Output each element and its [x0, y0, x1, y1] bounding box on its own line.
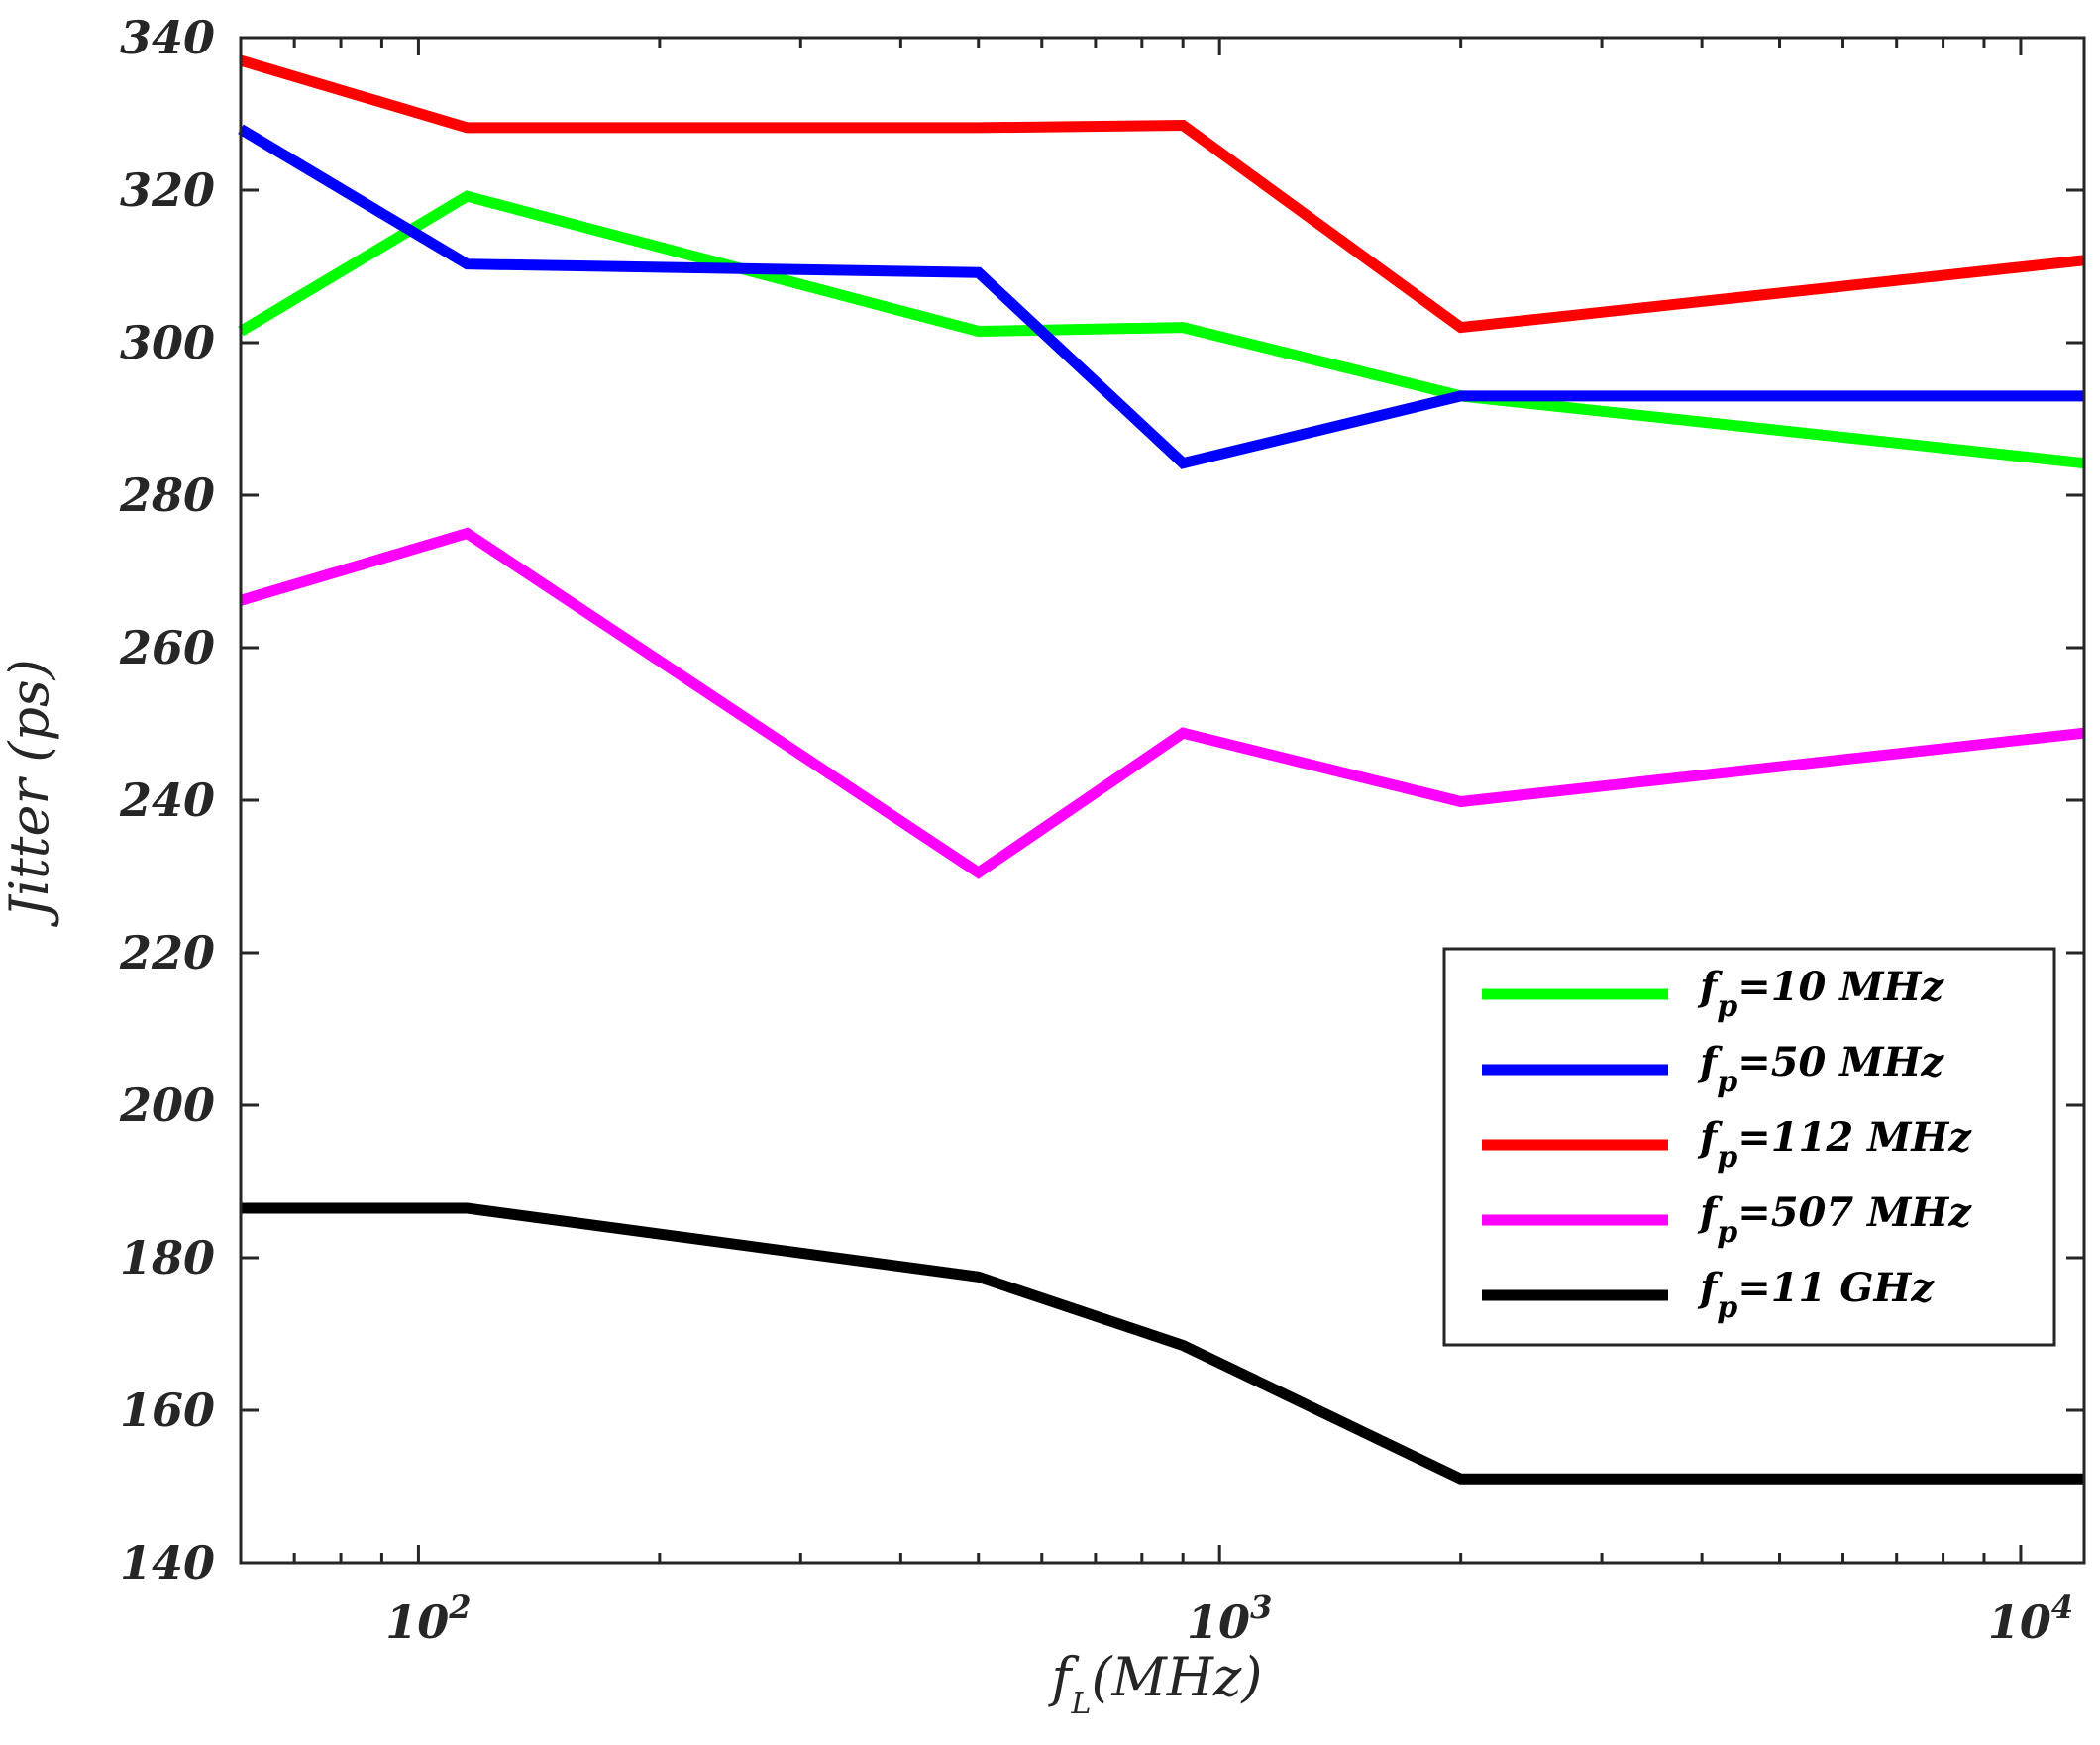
y-tick-label: 140 — [120, 1536, 215, 1590]
x-axis-title: fL(MHz) — [1048, 1646, 1263, 1721]
legend-label-0: fp=10 MHz — [1697, 964, 1944, 1024]
series-layer — [238, 54, 2085, 1485]
x-tick-label: 103 — [1187, 1589, 1272, 1649]
x-tick-label: 104 — [1988, 1589, 2073, 1649]
x-axis-title-sub: L — [1071, 1687, 1092, 1721]
series-line-2 — [239, 54, 2085, 334]
x-axis-title-suffix: (MHz) — [1091, 1646, 1262, 1708]
y-tick-labels: 140 160 180 200 220 240 260 280 300 320 340 — [119, 11, 215, 1590]
x-tick-label: 102 — [385, 1589, 471, 1649]
y-tick-label: 260 — [119, 621, 215, 674]
legend-label-1: fp=50 MHz — [1697, 1039, 1944, 1099]
plot-frame — [239, 36, 2086, 1565]
series-line-3 — [239, 527, 2085, 879]
legend-label-2: fp=112 MHz — [1697, 1114, 1972, 1175]
y-tick-label: 280 — [119, 468, 215, 522]
y-tick-label: 200 — [119, 1078, 215, 1132]
x-tick-labels: 102 103 104 — [385, 1589, 2073, 1649]
series-line-4 — [241, 1202, 2084, 1485]
y-axis-title: Jitter (ps) — [0, 659, 60, 928]
y-tick-label: 320 — [120, 163, 215, 217]
y-tick-label: 160 — [120, 1384, 215, 1437]
y-tick-label: 220 — [119, 926, 215, 979]
y-tick-label: 340 — [120, 11, 215, 64]
series-line-0 — [238, 190, 2085, 469]
y-tick-label: 240 — [119, 773, 215, 827]
series-line-1 — [238, 124, 2084, 469]
legend-label-3: fp=507 MHz — [1697, 1189, 1972, 1250]
y-tick-label: 180 — [120, 1231, 215, 1284]
y-tick-label: 300 — [120, 316, 215, 369]
